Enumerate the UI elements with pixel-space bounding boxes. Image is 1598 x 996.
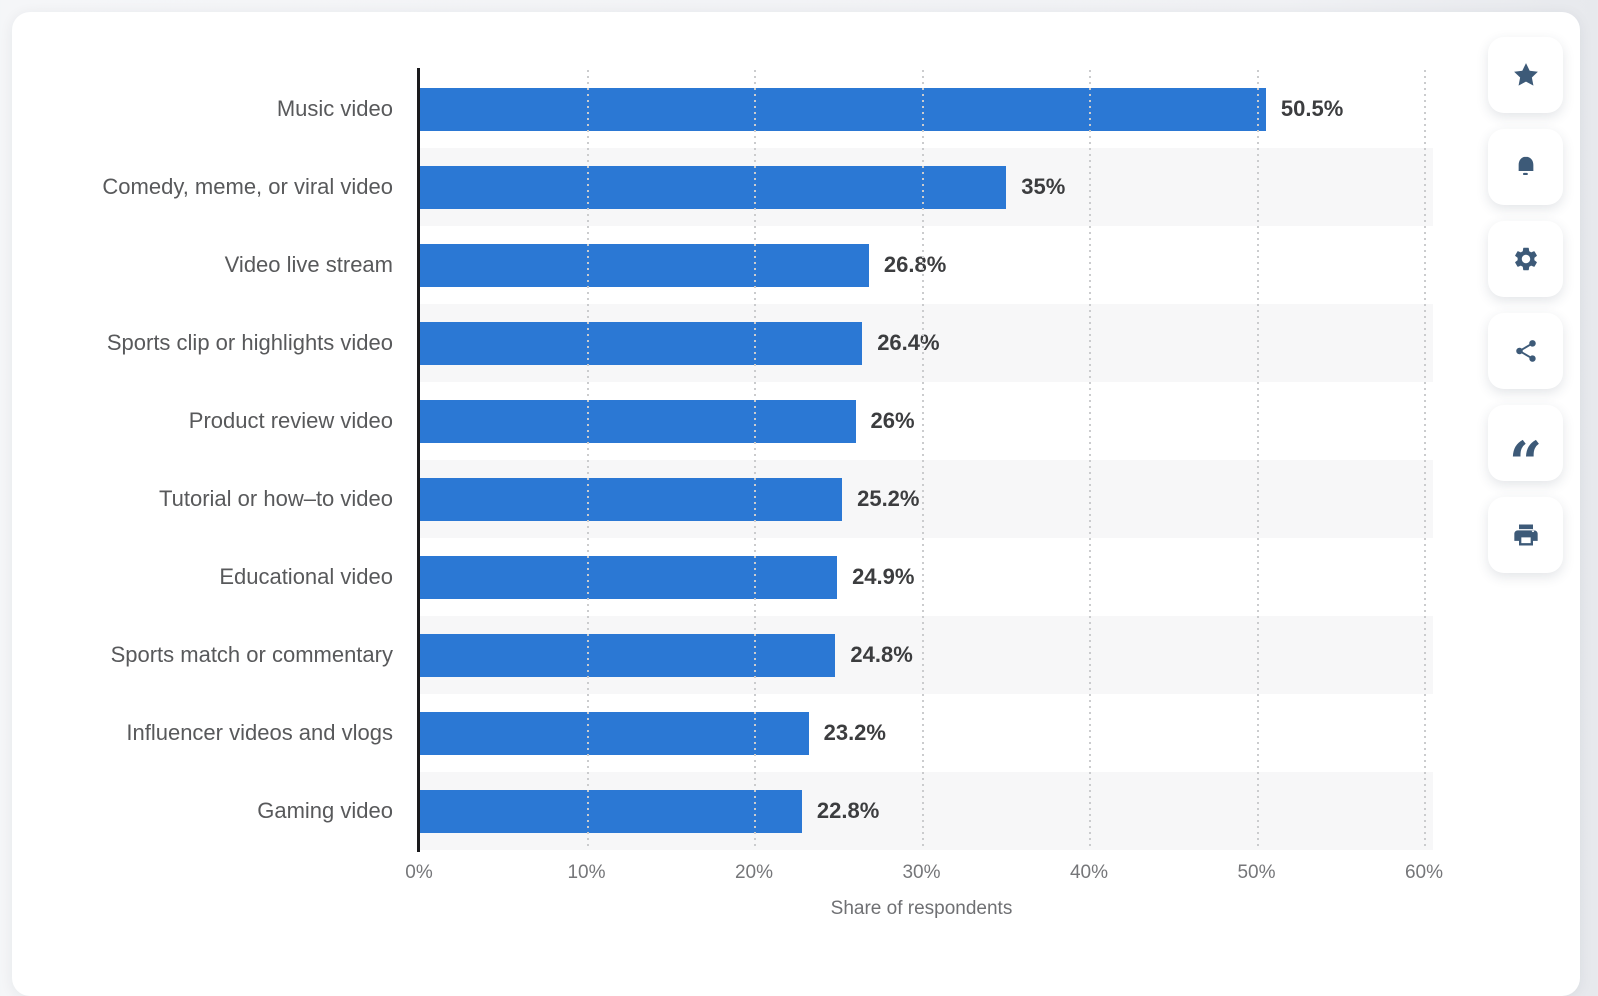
x-axis-title: Share of respondents (830, 898, 1013, 919)
print-button[interactable] (1488, 497, 1563, 573)
gridline (1256, 70, 1259, 850)
value-label: 26% (870, 408, 915, 433)
bar (420, 321, 863, 365)
x-tick: 30% (902, 862, 941, 883)
value-label: 25.2% (857, 486, 920, 511)
category-label: Influencer videos and vlogs (126, 720, 393, 745)
gridline (1424, 70, 1426, 850)
star-icon (1511, 60, 1541, 90)
gear-icon (1512, 245, 1540, 273)
cite-button[interactable]: “ (1488, 405, 1563, 492)
gridline (1089, 70, 1091, 850)
bar (420, 633, 836, 677)
category-label: Tutorial or how–to video (159, 486, 393, 511)
bar (420, 711, 809, 755)
value-label: 35% (1021, 174, 1066, 199)
category-label: Comedy, meme, or viral video (102, 174, 393, 199)
category-label: Educational video (219, 564, 393, 589)
x-tick: 40% (1069, 862, 1109, 883)
value-label: 24.9% (852, 564, 915, 589)
share-button[interactable] (1488, 313, 1563, 389)
value-label: 24.8% (850, 642, 913, 667)
category-label: Gaming video (257, 798, 393, 823)
category-label: Product review video (188, 408, 393, 433)
category-label: Music video (276, 96, 393, 121)
value-label: 23.2% (823, 720, 886, 745)
bar (420, 165, 1007, 209)
gridline (754, 70, 756, 850)
x-tick: 10% (567, 862, 606, 883)
x-tick: 0% (405, 862, 433, 883)
category-label: Sports match or commentary (110, 642, 393, 667)
bar (420, 789, 802, 833)
value-label: 50.5% (1280, 96, 1344, 121)
x-tick: 20% (734, 862, 774, 883)
favorite-button[interactable] (1488, 37, 1563, 113)
bar (420, 555, 838, 599)
category-label: Video live stream (224, 252, 393, 277)
x-tick: 60% (1404, 862, 1444, 883)
bar (420, 477, 843, 521)
printer-icon (1512, 521, 1540, 549)
value-label: 26.8% (883, 252, 947, 277)
bar-chart: Music video 50.5% Comedy, meme, or viral v… (102, 68, 1444, 919)
value-label: 26.4% (877, 330, 940, 355)
bar (420, 243, 869, 287)
y-axis-line (417, 68, 420, 852)
share-icon (1513, 338, 1539, 364)
bar (420, 87, 1266, 131)
bell-icon (1512, 153, 1540, 181)
bar (420, 399, 856, 443)
value-label: 22.8% (816, 798, 880, 823)
category-label: Sports clip or highlights video (106, 330, 393, 355)
x-tick: 50% (1237, 862, 1276, 883)
gridline (586, 70, 589, 850)
notifications-button[interactable] (1488, 129, 1563, 205)
gridline (921, 70, 924, 850)
settings-button[interactable] (1488, 221, 1563, 297)
